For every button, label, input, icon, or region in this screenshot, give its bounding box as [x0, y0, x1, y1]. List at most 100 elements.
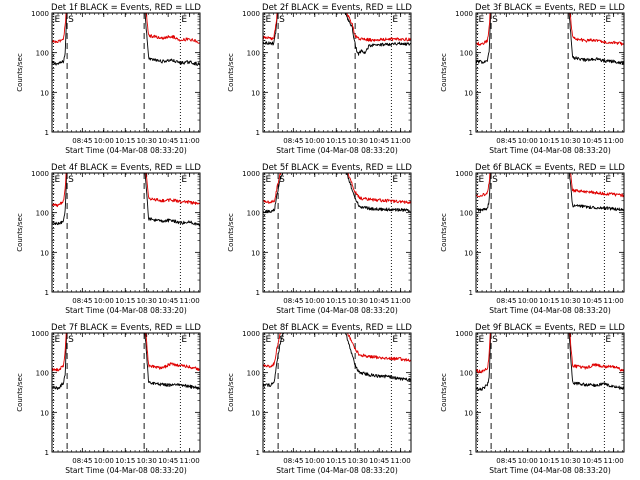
x-tick-label: 11:00: [604, 297, 624, 305]
y-axis: 1 10 100 1000: [455, 170, 624, 297]
marker-label: E: [181, 15, 187, 25]
panel-title: Det 9f BLACK = Events, RED = LLD: [475, 323, 625, 333]
panel-title: Det 4f BLACK = Events, RED = LLD: [51, 163, 201, 173]
y-axis: 1 10 100 1000: [31, 10, 200, 137]
x-axis: 08:45 10:00 10:15 10:30 10:45 11:00: [264, 13, 411, 145]
panel-title: Det 1f BLACK = Events, RED = LLD: [51, 3, 201, 13]
x-tick-label: 10:45: [369, 137, 389, 145]
lld-series-line: [263, 333, 411, 368]
marker-label: E: [266, 15, 272, 25]
x-tick-label: 11:00: [604, 137, 624, 145]
y-tick-label: 1: [469, 129, 473, 137]
x-tick-label: 10:15: [326, 297, 346, 305]
events-series-line: [476, 13, 624, 65]
x-tick-label: 10:30: [348, 457, 368, 465]
panel-title: Det 7f BLACK = Events, RED = LLD: [51, 323, 201, 333]
marker-label: S: [279, 175, 285, 185]
y-axis: 1 10 100 1000: [242, 330, 411, 457]
x-tick-label: 11:00: [180, 457, 200, 465]
x-tick-label: 10:30: [561, 297, 581, 305]
x-axis: 08:45 10:00 10:15 10:30 10:45 11:00: [53, 333, 200, 465]
x-axis: 08:45 10:00 10:15 10:30 10:45 11:00: [477, 13, 624, 145]
x-tick-label: 10:00: [518, 457, 538, 465]
marker-label: E: [479, 335, 485, 345]
marker-label: S: [68, 15, 74, 25]
y-tick-label: 1: [45, 129, 49, 137]
lld-series-line: [476, 13, 624, 46]
marker-label: E: [55, 175, 61, 185]
y-axis-label: Counts/sec: [227, 53, 235, 92]
marker-label: E: [266, 175, 272, 185]
y-tick-label: 100: [36, 210, 49, 218]
events-series-line: [263, 333, 411, 388]
y-axis-label: Counts/sec: [16, 53, 24, 92]
marker-label: S: [279, 335, 285, 345]
detector-panel-1: Det 1f BLACK = Events, RED = LLD Counts/s…: [16, 3, 201, 155]
series-group: [263, 333, 411, 388]
x-tick-label: 08:45: [72, 297, 92, 305]
events-series-line: [52, 13, 200, 66]
x-tick-label: 10:00: [518, 297, 538, 305]
panel-title: Det 5f BLACK = Events, RED = LLD: [262, 163, 412, 173]
y-tick-label: 1000: [31, 170, 49, 178]
y-tick-label: 1: [469, 289, 473, 297]
plot-frame: [51, 332, 201, 453]
events-series-line: [476, 173, 624, 212]
detector-panel-7: Det 7f BLACK = Events, RED = LLD Counts/s…: [16, 323, 201, 475]
y-axis-label: Counts/sec: [440, 53, 448, 92]
y-tick-label: 10: [464, 89, 473, 97]
x-tick-label: 10:15: [326, 457, 346, 465]
series-group: [476, 13, 624, 65]
panel-title: Det 8f BLACK = Events, RED = LLD: [262, 323, 412, 333]
y-axis: 1 10 100 1000: [242, 10, 411, 137]
y-tick-label: 1000: [242, 170, 260, 178]
x-tick-label: 10:45: [158, 297, 178, 305]
panel-title: Det 3f BLACK = Events, RED = LLD: [475, 3, 625, 13]
x-tick-label: 10:00: [94, 457, 114, 465]
y-tick-label: 1: [469, 449, 473, 457]
x-tick-label: 10:15: [115, 297, 135, 305]
x-tick-label: 10:45: [369, 297, 389, 305]
lld-series-line: [52, 333, 200, 372]
y-axis-label: Counts/sec: [16, 213, 24, 252]
x-tick-label: 10:30: [137, 137, 157, 145]
series-group: [52, 333, 200, 391]
x-axis-label: Start Time (04-Mar-08 08:33:20): [276, 146, 398, 155]
x-tick-label: 08:45: [496, 457, 516, 465]
y-axis: 1 10 100 1000: [31, 170, 200, 297]
lld-series-line: [52, 173, 200, 208]
series-group: [52, 13, 200, 66]
y-tick-label: 10: [40, 89, 49, 97]
x-tick-label: 11:00: [391, 297, 411, 305]
x-tick-label: 11:00: [180, 137, 200, 145]
y-tick-label: 10: [251, 409, 260, 417]
y-tick-label: 10: [464, 409, 473, 417]
x-axis-label: Start Time (04-Mar-08 08:33:20): [489, 146, 611, 155]
y-axis-label: Counts/sec: [227, 213, 235, 252]
detector-panel-2: Det 2f BLACK = Events, RED = LLD Counts/s…: [227, 3, 412, 155]
plot-frame: [475, 12, 625, 133]
x-tick-label: 10:45: [158, 457, 178, 465]
x-tick-label: 08:45: [283, 297, 303, 305]
lld-series-line: [52, 13, 200, 44]
x-axis-label: Start Time (04-Mar-08 08:33:20): [489, 306, 611, 315]
x-tick-label: 10:15: [115, 137, 135, 145]
y-tick-label: 10: [251, 249, 260, 257]
x-tick-label: 10:00: [305, 137, 325, 145]
series-group: [52, 173, 200, 227]
x-axis-label: Start Time (04-Mar-08 08:33:20): [489, 466, 611, 475]
y-axis-label: Counts/sec: [440, 373, 448, 412]
x-tick-label: 10:00: [305, 297, 325, 305]
x-tick-label: 11:00: [391, 137, 411, 145]
x-axis: 08:45 10:00 10:15 10:30 10:45 11:00: [264, 333, 411, 465]
x-tick-label: 08:45: [72, 137, 92, 145]
detector-panel-9: Det 9f BLACK = Events, RED = LLD Counts/s…: [440, 323, 625, 475]
lld-series-line: [476, 333, 624, 374]
marker-label: S: [279, 15, 285, 25]
marker-label: E: [605, 15, 611, 25]
x-tick-label: 08:45: [496, 297, 516, 305]
